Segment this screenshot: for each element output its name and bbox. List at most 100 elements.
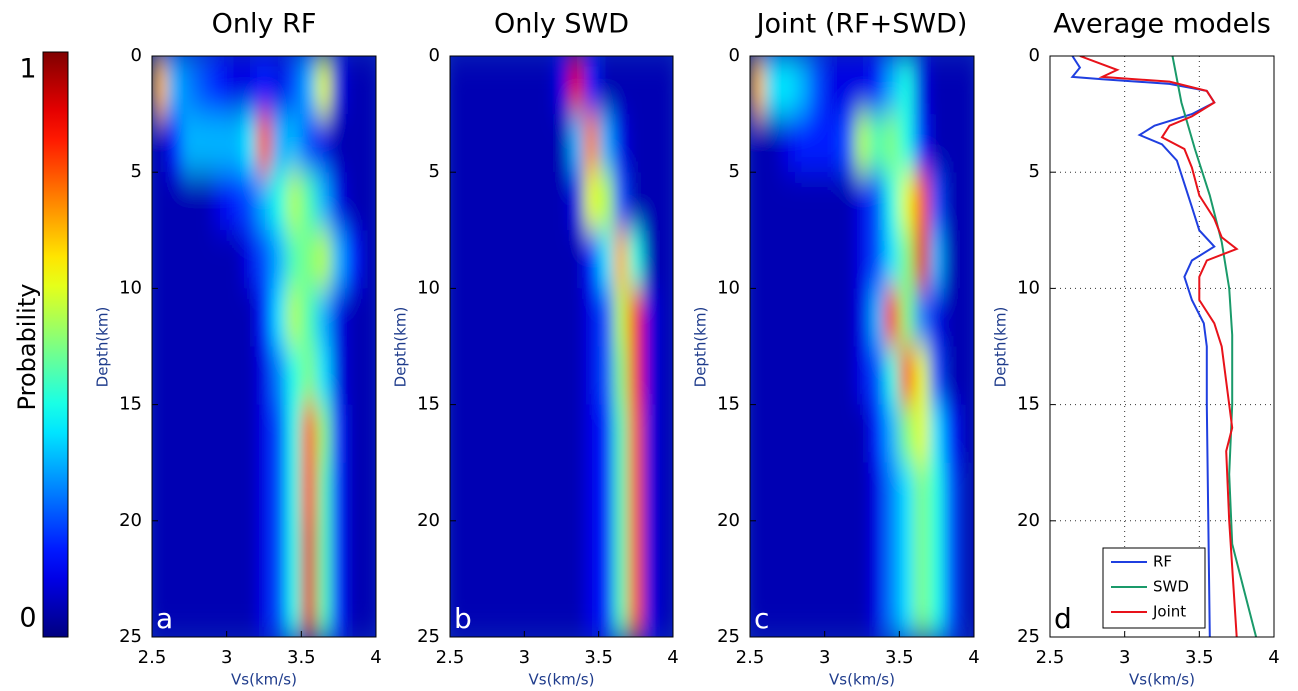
heatmap-cell [613,56,629,115]
heatmap-cell [524,520,540,580]
heatmap-cell [166,520,183,580]
chart-title: Joint (RF+SWD) [755,9,968,40]
heatmap-cell [286,114,302,173]
heatmap-cell [539,230,555,289]
heatmap-cell [271,404,287,464]
heatmap-cell [256,230,272,289]
heatmap-cell [583,172,600,231]
heatmap-cell [464,462,481,522]
heatmap-cell [854,230,870,289]
heatmap-cell [779,56,796,115]
heatmap-cell [959,56,974,115]
x-tick-label: 3.5 [885,647,914,668]
heatmap-cell [929,462,945,522]
heatmap-cell [286,288,302,347]
heatmap-cell [764,114,781,173]
heatmap-cell [464,346,481,406]
colorbar [42,51,69,638]
heatmap-cell [854,462,870,522]
heatmap-cell [658,172,673,231]
heatmap-cell [271,288,287,347]
heatmap-cell [181,230,198,289]
x-tick-label: 2.5 [736,647,765,668]
heatmap-cell [211,578,228,637]
heatmap-cell [613,462,629,522]
heatmap-cell [929,230,945,289]
heatmap-cell [568,520,585,580]
heatmap-cell [598,578,615,637]
heatmap-cell [658,346,673,406]
heatmap-cell [479,578,496,637]
heatmap-cell [346,520,362,580]
heatmap-cell [301,56,317,115]
heatmap-cell [226,288,243,347]
heatmap-cell [583,462,600,522]
heatmap-cell [301,346,317,406]
heatmap-cell [899,578,915,637]
heatmap-cell [839,346,856,406]
y-tick-label: 10 [717,277,740,298]
y-tick-label: 25 [1017,626,1040,647]
heatmap-cell [914,346,930,406]
heatmap [152,56,376,637]
heatmap-cell [643,230,659,289]
heatmap-cell [450,172,466,231]
heatmap-cell [539,114,555,173]
heatmap-cell [196,56,213,115]
line [1079,56,1239,637]
heatmap-cell [211,230,228,289]
heatmap-cell [271,114,287,173]
heatmap-cell [628,288,644,347]
heatmap-cell [166,114,183,173]
heatmap-cell [494,172,510,231]
heatmap-cell [914,56,930,115]
heatmap-cell [316,172,332,231]
y-tick-label: 5 [729,161,740,182]
heatmap-cell [554,230,570,289]
heatmap-cell [929,172,945,231]
heatmap-cell [598,56,615,115]
heatmap-cell [824,172,841,231]
y-axis-label: Depth(km) [392,307,410,388]
heatmap-cell [539,346,555,406]
heatmap-cell [779,288,796,347]
heatmap-cell [256,288,272,347]
heatmap-cell [794,230,811,289]
heatmap-cell [750,578,766,637]
heatmap-cell [869,578,885,637]
heatmap-cell [914,172,930,231]
heatmap-cell [241,578,258,637]
heatmap-cell [226,114,243,173]
heatmap-cell [494,462,510,522]
heatmap-cell [750,288,766,347]
heatmap-cell [598,346,615,406]
heatmap-cell [181,56,198,115]
heatmap-cell [929,346,945,406]
heatmap-cell [524,230,540,289]
heatmap-cell [256,346,272,406]
y-tick-label: 5 [429,161,440,182]
heatmap-cell [598,172,615,231]
heatmap-cell [839,288,856,347]
heatmap-cell [316,520,332,580]
heatmap-cell [226,56,243,115]
heatmap-cell [944,578,960,637]
heatmap-cell [750,404,766,464]
heatmap-cell [494,56,510,115]
heatmap-cell [464,578,481,637]
heatmap-cell [346,346,362,406]
heatmap-cell [794,462,811,522]
heatmap-cell [568,288,585,347]
heatmap-cell [181,346,198,406]
heatmap-cell [628,578,644,637]
heatmap-cell [286,346,302,406]
x-tick-label: 3 [1119,647,1130,668]
heatmap-cell [884,462,900,522]
x-tick-label: 4 [1268,647,1279,668]
panel-label: c [754,602,769,635]
heatmap-cell [944,288,960,347]
heatmap-cell [959,462,974,522]
heatmap-cell [196,462,213,522]
heatmap-cell [166,404,183,464]
heatmap-cell [152,288,168,347]
